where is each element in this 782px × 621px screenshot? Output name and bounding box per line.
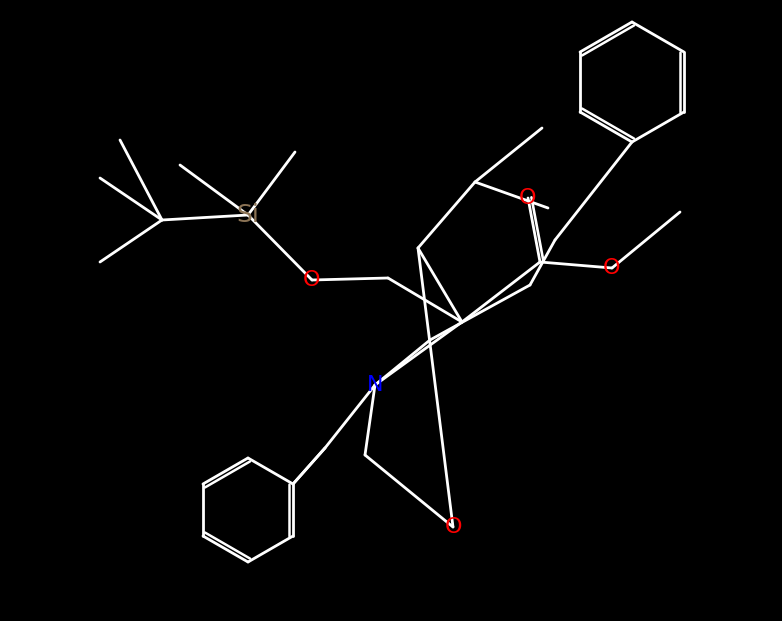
Text: O: O bbox=[603, 258, 621, 278]
Text: N: N bbox=[367, 375, 383, 395]
Text: O: O bbox=[444, 517, 461, 537]
Text: O: O bbox=[303, 270, 321, 290]
Text: Si: Si bbox=[237, 203, 260, 227]
Text: O: O bbox=[519, 188, 536, 208]
